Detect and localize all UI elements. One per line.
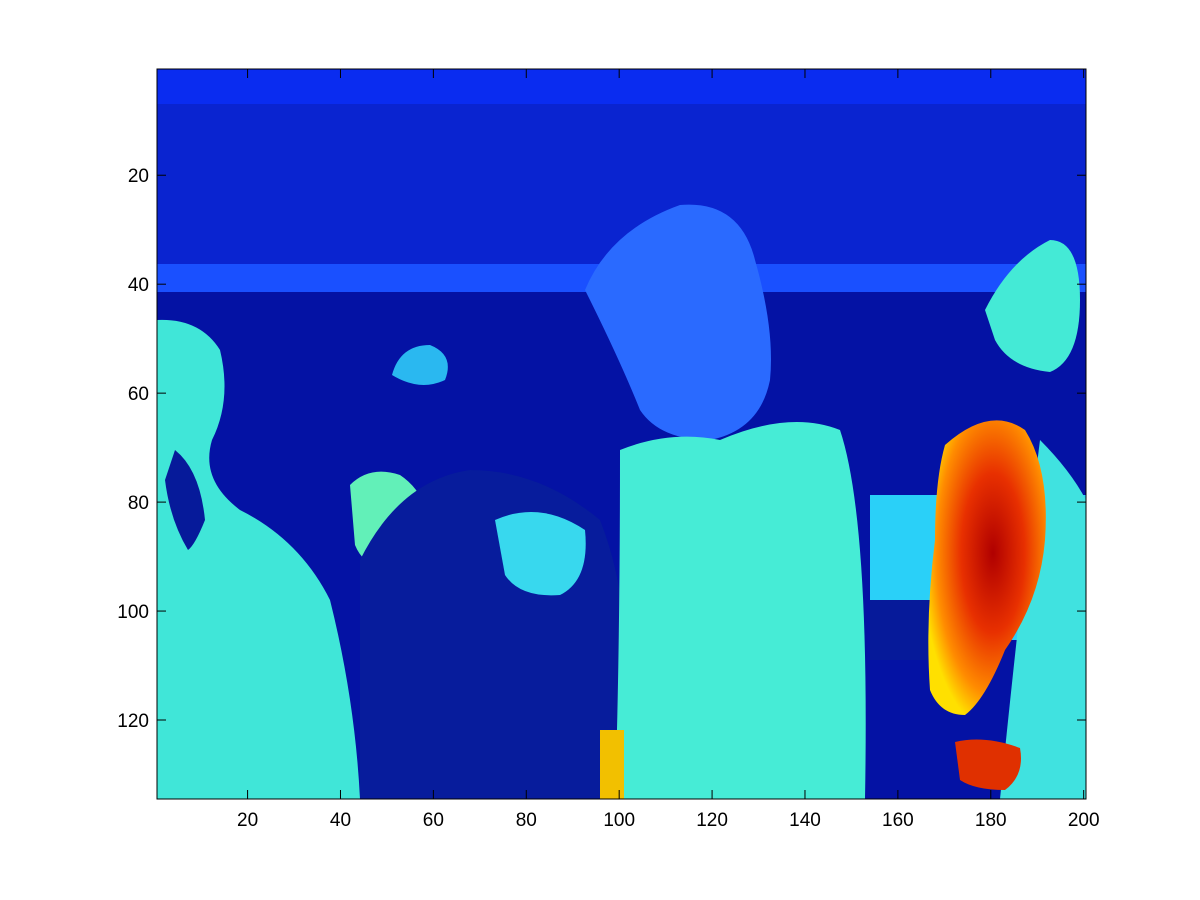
x-tick-label: 180	[975, 810, 1007, 831]
left-person-dark-notch	[165, 450, 205, 550]
right-person-head-region	[985, 240, 1080, 372]
y-tick-label: 80	[128, 493, 149, 514]
x-tick-label: 140	[789, 810, 821, 831]
plot-frame	[156, 68, 1087, 800]
y-tick-label: 120	[117, 711, 149, 732]
x-tick-label: 160	[882, 810, 914, 831]
heatmap-image	[157, 69, 1086, 799]
center-blob-region	[495, 512, 586, 596]
hot-region-lower	[955, 739, 1021, 790]
x-tick-label: 120	[696, 810, 728, 831]
y-tick-label: 60	[128, 384, 149, 405]
x-tick-label: 60	[423, 810, 444, 831]
left-person-region	[157, 319, 360, 799]
y-tick-label: 100	[117, 602, 149, 623]
hot-region	[928, 420, 1046, 715]
x-tick-label: 200	[1068, 810, 1100, 831]
y-tick-label: 40	[128, 275, 149, 296]
y-tick-label: 20	[128, 166, 149, 187]
y-axis-ticks: 20 40 60 80 100 120	[117, 166, 1086, 732]
x-tick-label: 20	[237, 810, 258, 831]
x-tick-label: 100	[603, 810, 635, 831]
small-hot-mark	[600, 730, 624, 799]
child-head-region	[392, 345, 448, 385]
x-tick-label: 40	[330, 810, 351, 831]
standing-man-head-region	[585, 204, 771, 440]
center-group-dark-region	[360, 470, 630, 799]
x-tick-label: 80	[516, 810, 537, 831]
x-axis-ticks: 20 40 60 80 100 120 140 160 180 200	[237, 69, 1100, 831]
standing-man-body-region	[615, 422, 866, 799]
axes: 20 40 60 80 100 120 140 160 180 200 20 40 60 80 100 12…	[117, 68, 1100, 831]
top-band	[157, 69, 1086, 104]
right-person-body-region	[1000, 440, 1086, 799]
